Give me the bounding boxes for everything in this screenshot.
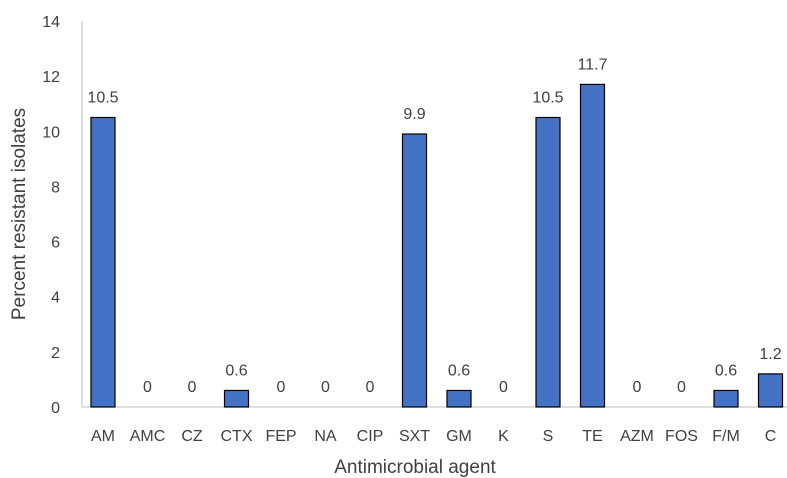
y-tick-label: 10 [42, 124, 60, 141]
bar [223, 389, 250, 408]
x-tick-label: TE [582, 428, 602, 445]
data-labels: 10.5 0 0 0.6 0 0 0 9.9 0.6 0 10.5 11.7 0 0 0.6 1.2 [87, 56, 781, 396]
data-label: 0 [677, 379, 686, 396]
bar [535, 116, 561, 408]
x-tick-label: C [765, 428, 777, 445]
x-tick-label: CZ [181, 428, 203, 445]
x-tick-label: F/M [712, 428, 740, 445]
data-label: 0 [499, 379, 508, 396]
bars [90, 83, 784, 408]
data-label: 0.6 [225, 362, 247, 379]
bar [757, 373, 784, 408]
x-tick-label: NA [314, 428, 337, 445]
y-tick-label: 2 [51, 345, 60, 362]
x-tick-label: FEP [265, 428, 296, 445]
x-tick-label: AZM [620, 428, 654, 445]
data-label: 1.2 [759, 346, 781, 363]
bar [713, 389, 739, 408]
bar [446, 389, 472, 408]
data-label: 10.5 [87, 90, 118, 107]
x-axis-ticks: AM AMC CZ CTX FEP NA CIP SXT GM K S TE AZM FOS F/M C [91, 428, 776, 445]
x-tick-label: FOS [665, 428, 698, 445]
bar [401, 133, 428, 408]
data-label: 0 [188, 379, 197, 396]
y-tick-label: 14 [42, 14, 60, 31]
data-label: 10.5 [532, 90, 563, 107]
data-label: 11.7 [578, 56, 608, 73]
y-tick-label: 8 [51, 179, 60, 196]
bar [579, 83, 606, 408]
bar [90, 116, 116, 408]
data-label: 0 [633, 379, 642, 396]
x-tick-label: GM [446, 428, 472, 445]
data-label: 0 [321, 379, 330, 396]
x-tick-label: K [498, 428, 509, 445]
x-axis-label: Antimicrobial agent [334, 457, 496, 478]
y-tick-label: 12 [42, 69, 60, 86]
y-tick-label: 4 [51, 290, 60, 307]
x-tick-label: AM [91, 428, 115, 445]
y-tick-label: 6 [51, 235, 60, 252]
x-tick-label: CTX [221, 428, 253, 445]
y-axis-label: Percent resistant isolates [9, 108, 30, 320]
x-tick-label: SXT [399, 428, 430, 445]
data-label: 0.6 [715, 362, 737, 379]
data-label: 0 [366, 379, 375, 396]
data-label: 0 [277, 379, 286, 396]
data-label: 0.6 [448, 362, 470, 379]
data-label: 9.9 [403, 106, 425, 123]
x-tick-label: AMC [130, 428, 166, 445]
x-tick-label: S [543, 428, 554, 445]
y-axis-ticks: 0 2 4 6 8 10 12 14 [42, 14, 60, 417]
data-label: 0 [143, 379, 152, 396]
x-tick-label: CIP [357, 428, 384, 445]
y-tick-label: 0 [51, 400, 60, 417]
